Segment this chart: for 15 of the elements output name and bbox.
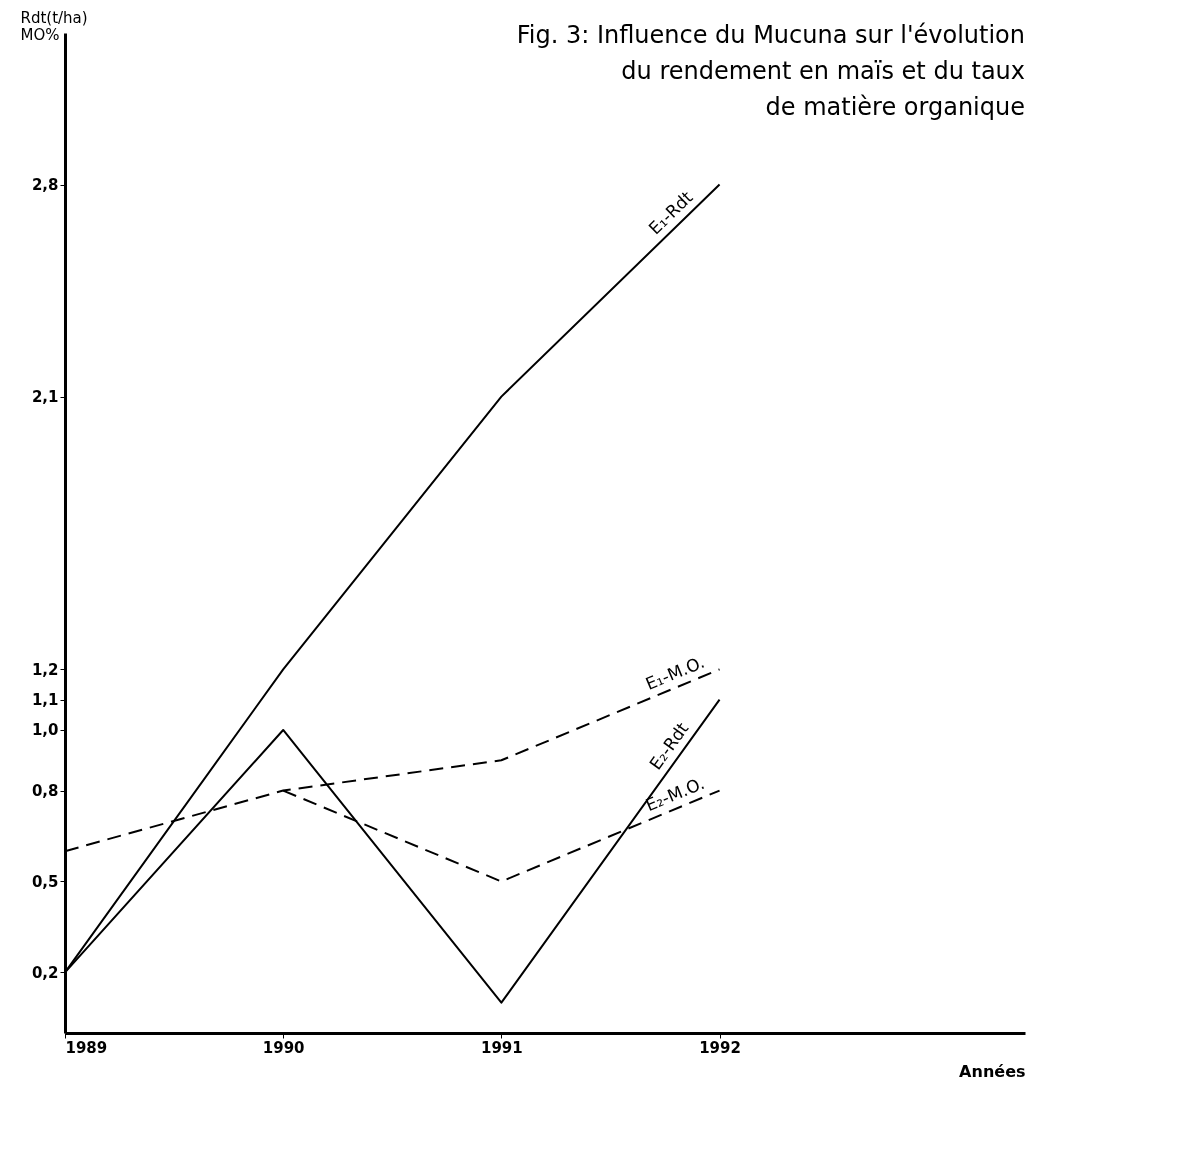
x-tick-label: 1990 (262, 1038, 305, 1057)
y-tick-label: 0,5 (31, 872, 59, 891)
y-tick-label: 1,0 (31, 721, 59, 740)
y-axis-title: Rdt(t/ha) MO% (20, 8, 88, 44)
x-tick-label: 1992 (699, 1038, 741, 1057)
x-axis-title: Années (959, 1061, 1026, 1081)
y-tick-label: 0,8 (31, 782, 59, 801)
x-tick-label: 1991 (480, 1038, 523, 1057)
text: Fig. 3: Influence du Mucuna sur l'évolution du rendement en maïs et du taux de matière organique (516, 21, 1025, 121)
y-tick-label: 1,2 (31, 660, 59, 679)
y-tick-label: 1,1 (31, 691, 59, 710)
y-tick-label: 2,1 (31, 388, 59, 407)
y-tick-label: 2,8 (31, 176, 59, 195)
x-tick-label: 1989 (65, 1038, 108, 1057)
y-tick-label: 0,2 (31, 963, 59, 982)
